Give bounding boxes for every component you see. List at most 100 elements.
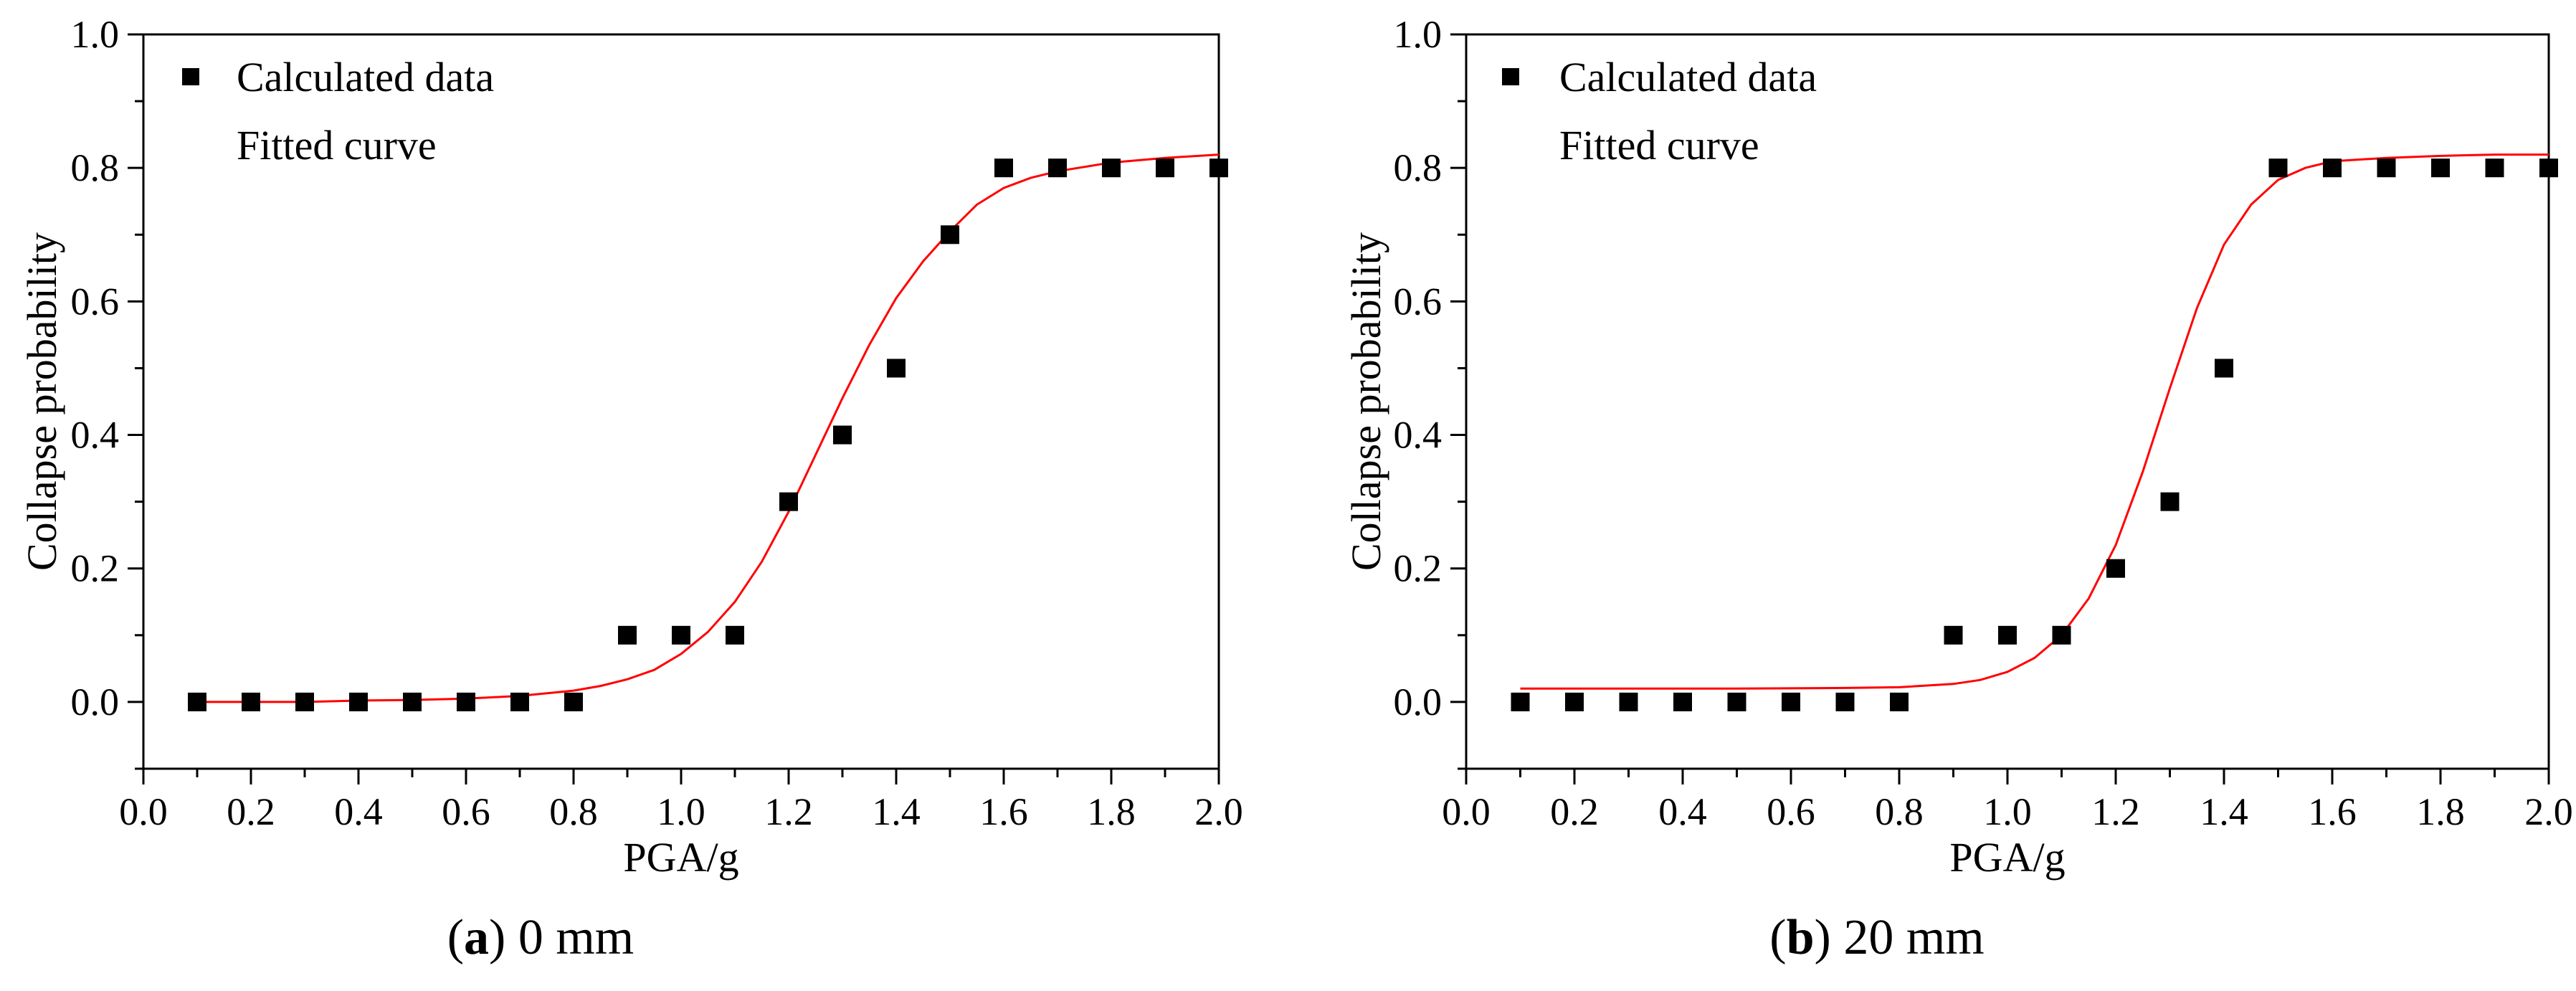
data-point — [2377, 158, 2396, 178]
y-tick-label: 0.2 — [71, 547, 120, 590]
points-layer — [1511, 158, 2558, 711]
x-tick-label: 0.8 — [1875, 790, 1924, 833]
x-tick-label: 1.0 — [657, 790, 705, 833]
data-point — [726, 625, 744, 645]
data-point — [188, 692, 206, 711]
x-tick-label: 0.8 — [549, 790, 598, 833]
data-point — [2052, 625, 2071, 645]
data-point — [1209, 158, 1228, 178]
y-tick-label: 1.0 — [71, 13, 120, 56]
y-tick-label: 0.8 — [71, 146, 120, 189]
data-point — [1156, 158, 1174, 178]
x-tick-label: 0.6 — [1767, 790, 1815, 833]
data-point — [2106, 559, 2125, 578]
data-point — [2323, 158, 2342, 178]
data-point — [1890, 692, 1909, 711]
data-point — [510, 692, 529, 711]
x-tick-label: 2.0 — [1194, 790, 1243, 833]
data-point — [994, 158, 1013, 178]
legend-label-fitted: Fitted curve — [1559, 122, 1759, 169]
data-point — [1673, 692, 1692, 711]
data-point — [1998, 625, 2017, 645]
legend-marker-calculated — [182, 68, 199, 85]
data-point — [1944, 625, 1963, 645]
data-point — [2431, 158, 2450, 178]
data-point — [2215, 359, 2233, 378]
y-tick-label: 0.0 — [71, 681, 120, 724]
x-tick-label: 1.6 — [2308, 790, 2357, 833]
x-tick-label: 0.0 — [1442, 790, 1491, 833]
legend: Calculated data Fitted curve — [1502, 54, 1817, 169]
data-point — [295, 692, 314, 711]
y-tick-label: 0.4 — [71, 414, 120, 457]
data-point — [833, 425, 852, 445]
data-point — [1835, 692, 1855, 711]
x-tick-label: 0.4 — [334, 790, 383, 833]
data-point — [2268, 158, 2288, 178]
points-layer — [188, 158, 1228, 711]
data-point — [887, 359, 906, 378]
data-point — [618, 625, 637, 645]
data-point — [1619, 692, 1638, 711]
data-point — [941, 225, 959, 245]
x-tick-label: 0.2 — [1550, 790, 1599, 833]
axes-layer: 0.0 0.2 0.4 0.6 0.8 1.0 1.2 1.4 1.6 1.8 2.0 0.0 0.2 0… — [71, 13, 1243, 833]
data-point — [1048, 158, 1067, 178]
data-point — [1727, 692, 1746, 711]
caption: (b) 20 mm — [1769, 910, 1984, 965]
caption-text: 20 mm — [1843, 910, 1984, 965]
y-tick-label: 0.4 — [1394, 414, 1443, 457]
data-point — [564, 692, 583, 711]
x-axis-title: PGA/g — [623, 834, 738, 881]
x-tick-label: 1.4 — [872, 790, 921, 833]
x-tick-label: 1.8 — [2416, 790, 2465, 833]
data-point — [1782, 692, 1800, 711]
legend-marker-calculated — [1502, 68, 1519, 85]
x-tick-label: 0.4 — [1658, 790, 1707, 833]
x-tick-label: 2.0 — [2524, 790, 2573, 833]
x-tick-label: 0.6 — [442, 790, 490, 833]
data-point — [2485, 158, 2504, 178]
data-point — [1511, 692, 1530, 711]
y-tick-label: 0.8 — [1394, 146, 1443, 189]
fitted-curve — [1520, 153, 2549, 690]
axes-layer: 0.0 0.2 0.4 0.6 0.8 1.0 1.2 1.4 1.6 1.8 2.0 0.0 0.2 0… — [1394, 13, 2573, 833]
fitted-curve — [197, 153, 1220, 703]
data-point — [2539, 158, 2558, 178]
data-point — [457, 692, 475, 711]
x-tick-label: 1.2 — [764, 790, 813, 833]
data-point — [672, 625, 690, 645]
curve-layer — [1520, 153, 2549, 690]
y-tick-label: 0.2 — [1394, 547, 1443, 590]
x-tick-label: 1.6 — [979, 790, 1028, 833]
data-point — [2160, 492, 2180, 511]
legend: Calculated data Fitted curve — [182, 54, 494, 169]
chart-a: 0.0 0.2 0.4 0.6 0.8 1.0 1.2 1.4 1.6 1.8 2.0 0.0 0.2 0… — [19, 13, 1243, 965]
legend-label-calculated: Calculated data — [237, 54, 494, 100]
data-point — [349, 692, 368, 711]
legend-label-calculated: Calculated data — [1559, 54, 1817, 100]
y-axis-title: Collapse probability — [1343, 232, 1389, 571]
x-tick-label: 0.2 — [227, 790, 275, 833]
data-point — [1565, 692, 1584, 711]
x-axis-title: PGA/g — [1949, 834, 2065, 881]
data-point — [242, 692, 260, 711]
curve-layer — [197, 153, 1220, 703]
caption: (a) 0 mm — [447, 910, 635, 965]
caption-text: 0 mm — [518, 910, 634, 965]
x-tick-label: 1.2 — [2091, 790, 2140, 833]
x-tick-label: 1.0 — [1983, 790, 2032, 833]
caption-letter: b — [1787, 910, 1815, 965]
x-tick-label: 1.8 — [1087, 790, 1136, 833]
chart-b: 0.0 0.2 0.4 0.6 0.8 1.0 1.2 1.4 1.6 1.8 2.0 0.0 0.2 0… — [1343, 13, 2573, 965]
y-axis-title: Collapse probability — [19, 232, 65, 571]
legend-label-fitted: Fitted curve — [237, 122, 437, 169]
y-tick-label: 0.6 — [71, 280, 120, 323]
y-tick-label: 1.0 — [1394, 13, 1443, 56]
data-point — [779, 492, 798, 511]
data-point — [1102, 158, 1121, 178]
x-tick-label: 1.4 — [2200, 790, 2248, 833]
x-tick-label: 0.0 — [119, 790, 168, 833]
y-tick-label: 0.6 — [1394, 280, 1443, 323]
